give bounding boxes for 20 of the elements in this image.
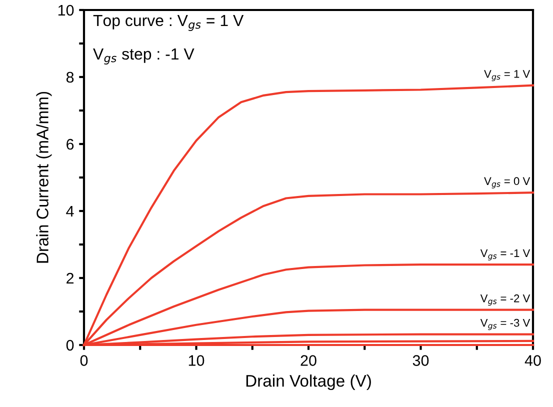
annotation: Top curve : V$_{gs}$ = 1 V <box>93 15 244 31</box>
x-tick-label: 40 <box>524 355 541 366</box>
y-tick-label: 4 <box>66 206 74 217</box>
y-tick-label: 0 <box>66 340 74 351</box>
y-tick-label: 8 <box>66 72 74 83</box>
series-label: V$_{gs}$ = 0 V <box>484 177 530 188</box>
x-tick-label: 10 <box>188 355 204 366</box>
series-label: V$_{gs}$ = -1 V <box>480 249 530 260</box>
series-label: V$_{gs}$ = 1 V <box>484 70 530 82</box>
x-axis-title: Drain Voltage (V) <box>246 374 371 390</box>
x-tick-label: 20 <box>300 355 316 366</box>
y-tick-label: 2 <box>66 272 74 284</box>
y-tick-label: 6 <box>66 138 74 150</box>
annotation: V$_{gs}$ step : -1 V <box>93 48 194 64</box>
x-tick-label: 30 <box>412 355 429 366</box>
x-tick-label: 0 <box>80 355 88 366</box>
series-label: V$_{gs}$ = -3 V <box>480 318 530 330</box>
series-label: V$_{gs}$ = -2 V <box>480 294 530 306</box>
y-tick-label: 10 <box>58 4 74 16</box>
y-axis-title: Drain Current (mA/mm) <box>36 92 52 263</box>
